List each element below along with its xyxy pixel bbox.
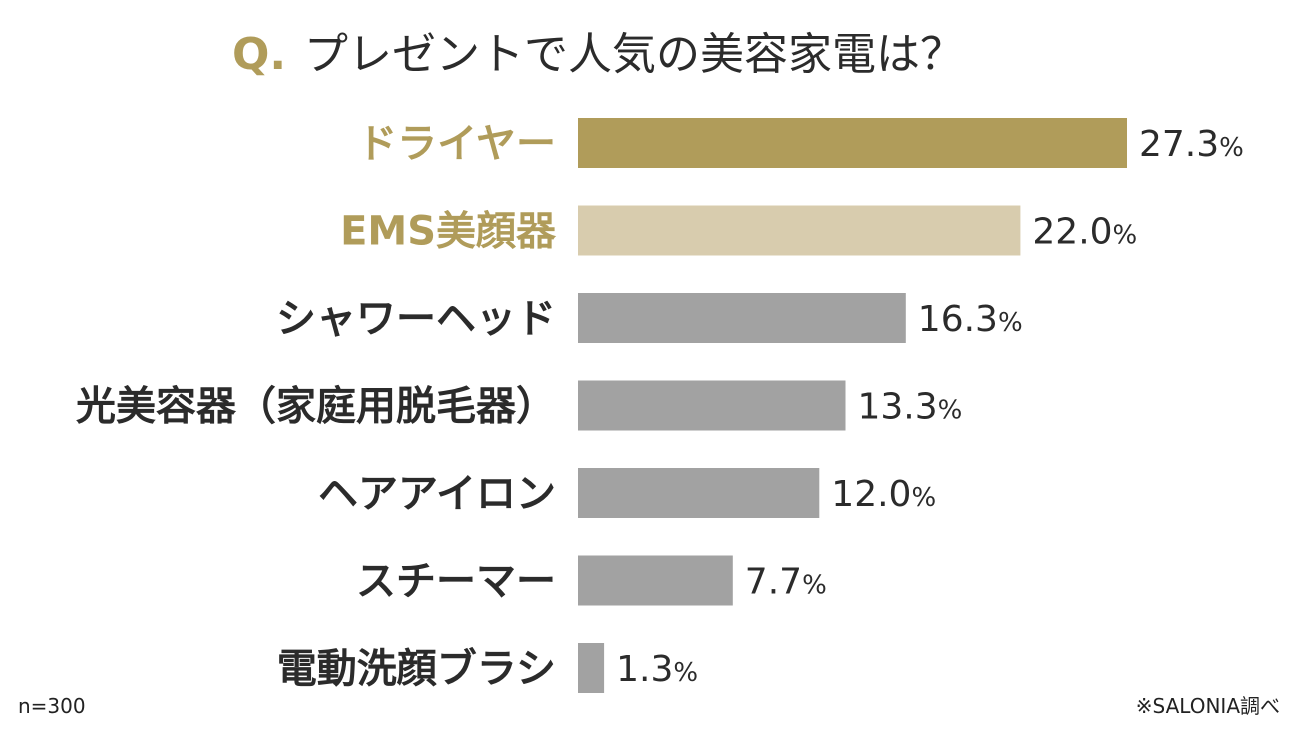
data-label: 27.3% <box>1139 124 1244 165</box>
data-label-unit: % <box>1113 221 1138 251</box>
data-label-value: 22.0 <box>1032 212 1112 253</box>
sample-size-note: n=300 <box>18 694 86 718</box>
data-label: 13.3% <box>858 387 963 428</box>
data-label-value: 1.3 <box>616 649 673 690</box>
data-label: 16.3% <box>918 299 1023 340</box>
category-label: ヘアアイロン <box>318 471 556 517</box>
data-label-unit: % <box>673 658 698 688</box>
category-label: 電動洗顔ブラシ <box>277 646 556 692</box>
data-label-unit: % <box>998 308 1023 338</box>
data-label: 22.0% <box>1032 212 1137 253</box>
bar <box>578 293 906 343</box>
bar <box>578 380 846 431</box>
bar-row: シャワーヘッド 16.3% <box>276 293 1023 343</box>
category-label: 光美容器（家庭用脱毛器） <box>76 384 556 430</box>
data-label-unit: % <box>1219 133 1244 163</box>
data-label-value: 7.7 <box>745 562 802 603</box>
bar-row: スチーマー 7.7% <box>356 555 827 606</box>
chart-title-text: プレゼントで人気の美容家電は？ <box>304 29 964 80</box>
data-label-value: 27.3 <box>1139 124 1219 165</box>
data-label: 12.0% <box>831 474 936 515</box>
data-label-unit: % <box>911 483 936 513</box>
bar-row: EMS美顔器 22.0% <box>340 205 1137 256</box>
bar-group: ドライヤー 27.3%EMS美顔器 22.0%シャワーヘッド 16.3%光美容器（家庭… <box>76 118 1244 693</box>
category-label: ドライヤー <box>357 121 556 167</box>
data-label-value: 13.3 <box>858 387 938 428</box>
chart-title: Q. プレゼントで人気の美容家電は？ <box>232 29 964 80</box>
bar <box>578 468 820 518</box>
bar-row: 電動洗顔ブラシ 1.3% <box>277 643 698 693</box>
data-label-value: 12.0 <box>831 474 911 515</box>
data-label-value: 16.3 <box>918 299 998 340</box>
bar <box>578 118 1127 168</box>
bar <box>578 555 733 606</box>
data-label: 1.3% <box>616 649 698 690</box>
category-label: シャワーヘッド <box>276 296 556 342</box>
category-label: スチーマー <box>356 559 556 605</box>
data-label: 7.7% <box>745 562 827 603</box>
data-label-unit: % <box>938 396 963 426</box>
bar-row: 光美容器（家庭用脱毛器） 13.3% <box>76 380 963 431</box>
category-label: EMS美顔器 <box>340 209 557 255</box>
chart-title-prefix: Q. <box>232 29 286 80</box>
bar-row: ヘアアイロン 12.0% <box>318 468 936 518</box>
bar <box>578 643 605 693</box>
data-label-unit: % <box>802 571 827 601</box>
bar-row: ドライヤー 27.3% <box>357 118 1244 168</box>
bar <box>578 205 1021 256</box>
source-note: ※SALONIA調べ <box>1136 694 1280 718</box>
